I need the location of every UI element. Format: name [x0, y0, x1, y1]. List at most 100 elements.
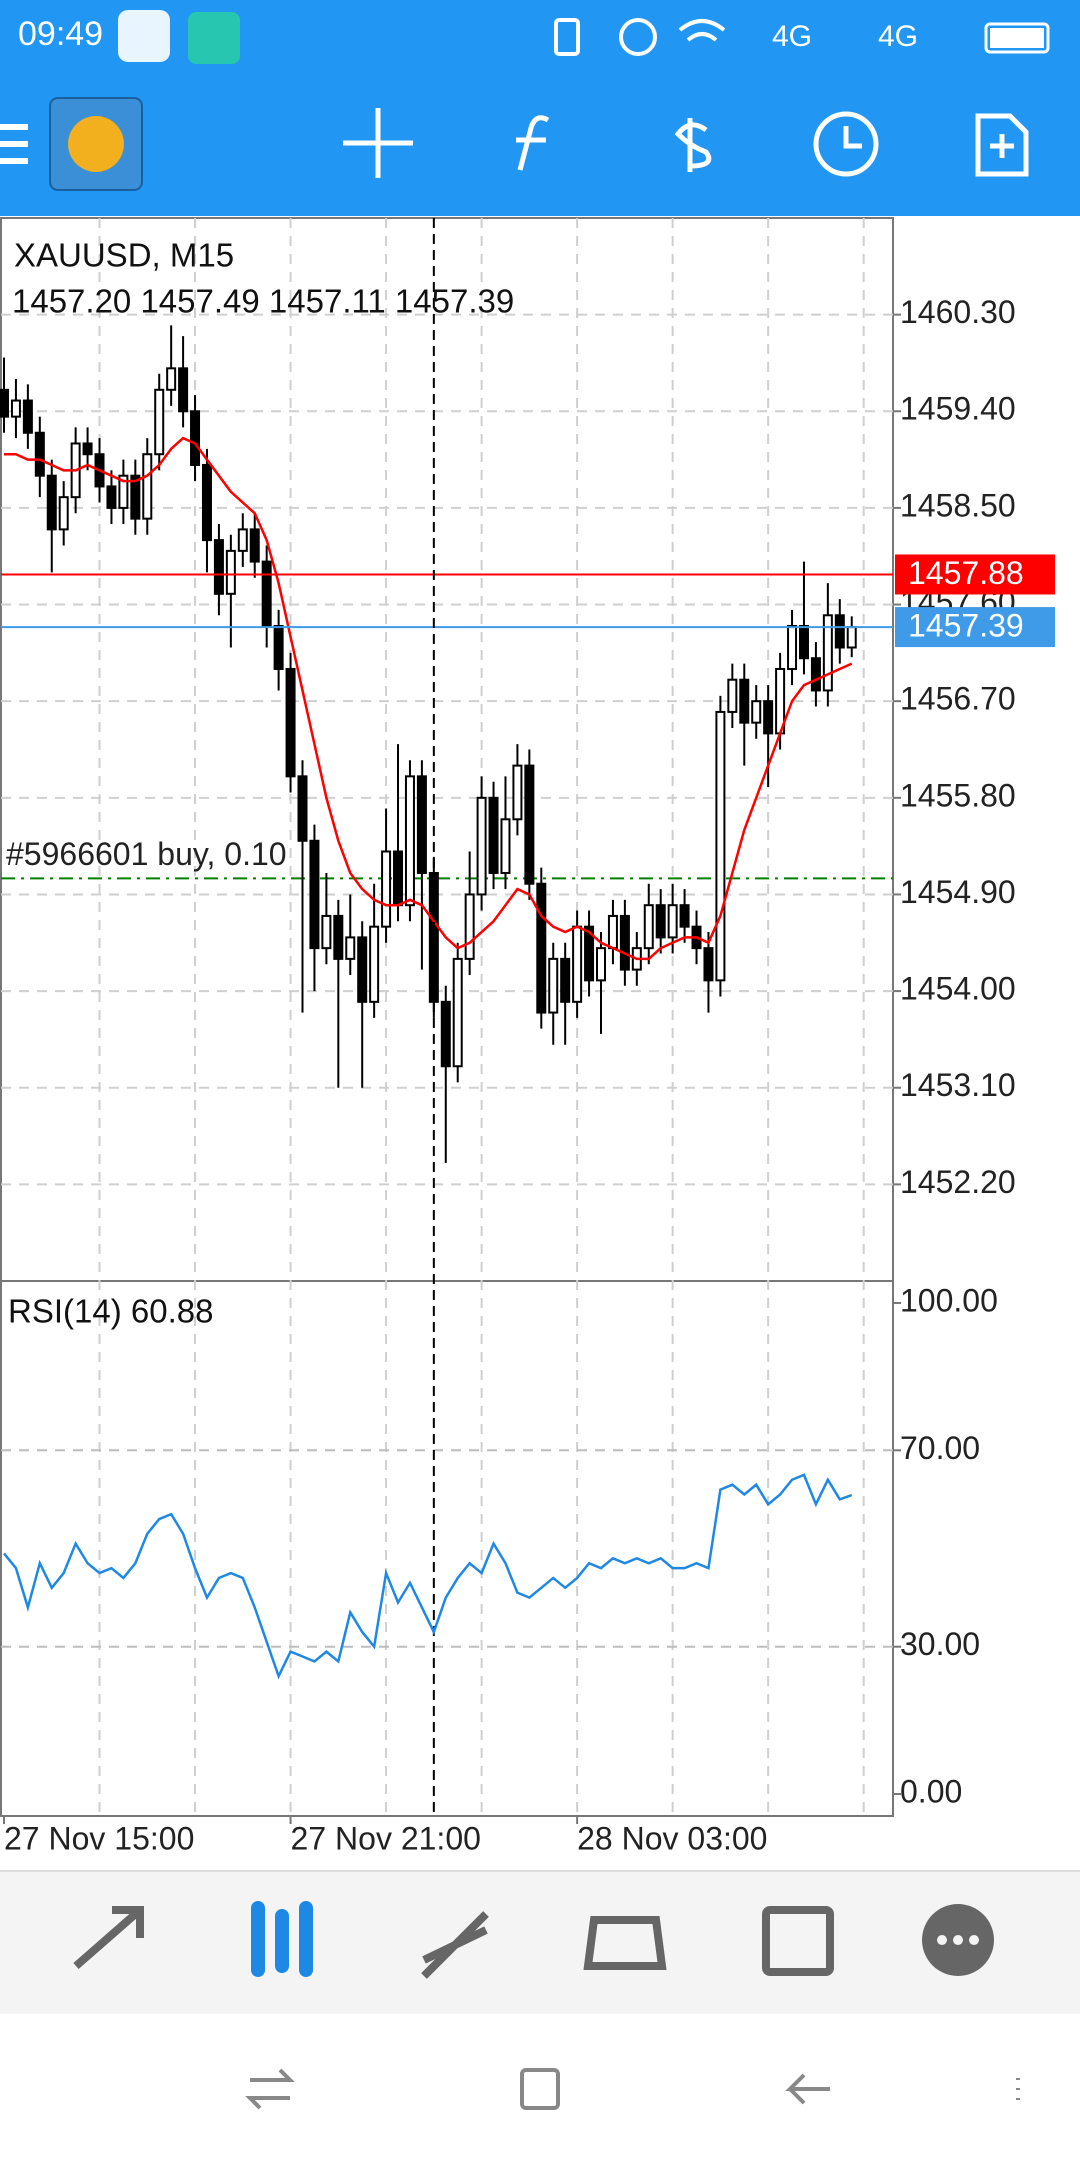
- menu-button[interactable]: [0, 124, 28, 164]
- candle-body: [512, 764, 523, 821]
- candle-body: [261, 560, 272, 628]
- candle-body: [22, 399, 33, 434]
- battery-icon: [984, 22, 1050, 54]
- indicator-button[interactable]: [516, 115, 550, 171]
- y-tick-label: 1458.50: [900, 487, 1016, 523]
- y-tick-label: 1460.30: [900, 294, 1016, 330]
- home-button[interactable]: [520, 2068, 560, 2110]
- switch-apps-button[interactable]: [245, 2068, 295, 2110]
- chat-dot: [969, 1935, 979, 1945]
- menu-bar: [0, 124, 28, 130]
- candle-body: [106, 485, 117, 509]
- ohlc-label: 1457.20 1457.49 1457.11 1457.39: [12, 283, 514, 320]
- y-tick-label: 100.00: [900, 1282, 998, 1318]
- bottom-nav: [0, 1871, 1080, 2014]
- crosshair-button[interactable]: [343, 108, 413, 178]
- candle-body: [118, 474, 129, 509]
- candle-body: [727, 678, 738, 713]
- candle-body: [607, 914, 618, 950]
- chart: 1460.301459.401458.501457.601456.701455.…: [0, 217, 1055, 1856]
- ask-tag: [895, 554, 1055, 595]
- candle-body: [201, 463, 212, 542]
- candle-body: [82, 442, 93, 456]
- y-tick-label: 0.00: [900, 1773, 962, 1809]
- chart-tab[interactable]: [251, 1901, 313, 1977]
- candle-body: [500, 818, 511, 874]
- candle-body: [751, 700, 762, 724]
- candle-body: [58, 496, 69, 531]
- candle-body: [178, 367, 189, 413]
- y-tick-label: 1456.70: [900, 681, 1016, 717]
- candle-body: [345, 936, 356, 960]
- candle-body: [655, 904, 666, 939]
- ask-label: 1457.88: [908, 555, 1024, 591]
- candle-body: [428, 871, 439, 1003]
- candle-body: [739, 678, 750, 724]
- candle-body: [213, 539, 224, 595]
- candle-body: [225, 549, 236, 595]
- candle-body: [476, 796, 487, 896]
- candle-body: [440, 1000, 451, 1068]
- candle-body: [703, 947, 714, 982]
- x-tick-label: 27 Nov 21:00: [291, 1820, 481, 1856]
- candle-body: [404, 775, 415, 907]
- news-tab[interactable]: [762, 1906, 834, 1976]
- candle-body: [321, 914, 332, 950]
- candle-body: [273, 625, 284, 670]
- y-tick-label: 1454.00: [900, 971, 1016, 1007]
- qq-icon: [118, 10, 170, 62]
- bid-label: 1457.39: [908, 608, 1024, 644]
- y-tick-label: 30.00: [900, 1626, 980, 1662]
- scan-icon: [188, 12, 240, 64]
- period-button[interactable]: [813, 111, 879, 177]
- x-tick-label: 28 Nov 03:00: [577, 1820, 767, 1856]
- candle-body: [846, 626, 857, 649]
- y-tick-label: 1455.80: [900, 777, 1016, 813]
- candle-body: [237, 528, 248, 552]
- network-label: 4G: [772, 20, 812, 53]
- app-header: [0, 0, 1080, 216]
- candle-body: [643, 904, 654, 950]
- candle-body: [166, 367, 177, 391]
- candle-body: [285, 667, 296, 778]
- chat-dot: [953, 1935, 963, 1945]
- rsi-pane: [0, 1280, 894, 1817]
- candle-body: [357, 936, 368, 1003]
- candle-body: [142, 453, 153, 520]
- candle-body: [46, 474, 57, 531]
- candle-body: [464, 893, 475, 960]
- menu-bar: [0, 141, 28, 147]
- candle-body: [572, 925, 583, 1003]
- x-tick-label: 27 Nov 15:00: [4, 1820, 194, 1856]
- candle-body: [596, 947, 606, 982]
- clock-hand: [843, 126, 862, 149]
- candle-body: [0, 388, 9, 418]
- candle-body: [452, 957, 463, 1068]
- rsi-line: [3, 1473, 853, 1680]
- candle-body: [679, 904, 690, 928]
- candle-body: [369, 925, 380, 1003]
- wifi-icon: [678, 19, 726, 42]
- candle-body: [536, 882, 547, 1014]
- trade-tab[interactable]: [421, 1911, 489, 1979]
- status-time: 09:49: [18, 15, 103, 53]
- candle-body: [309, 839, 320, 950]
- candle-body: [130, 474, 141, 520]
- candle-body: [393, 850, 404, 907]
- candle-body: [584, 925, 595, 982]
- main-pane: [0, 217, 894, 1282]
- network-label: 4G: [878, 20, 918, 53]
- candle-body: [154, 388, 165, 456]
- trade-button[interactable]: [674, 118, 712, 172]
- new-order-button[interactable]: [975, 113, 1029, 177]
- back-button[interactable]: [785, 2073, 830, 2105]
- chat-dot: [937, 1935, 947, 1945]
- y-tick-label: 70.00: [900, 1430, 980, 1466]
- candle-body: [10, 399, 21, 418]
- vibrate-icon: [554, 18, 580, 56]
- quotes-tab[interactable]: [73, 1906, 144, 1970]
- logo-mark: [68, 116, 124, 172]
- history-tab[interactable]: [583, 1916, 667, 1970]
- candle-body: [834, 614, 845, 649]
